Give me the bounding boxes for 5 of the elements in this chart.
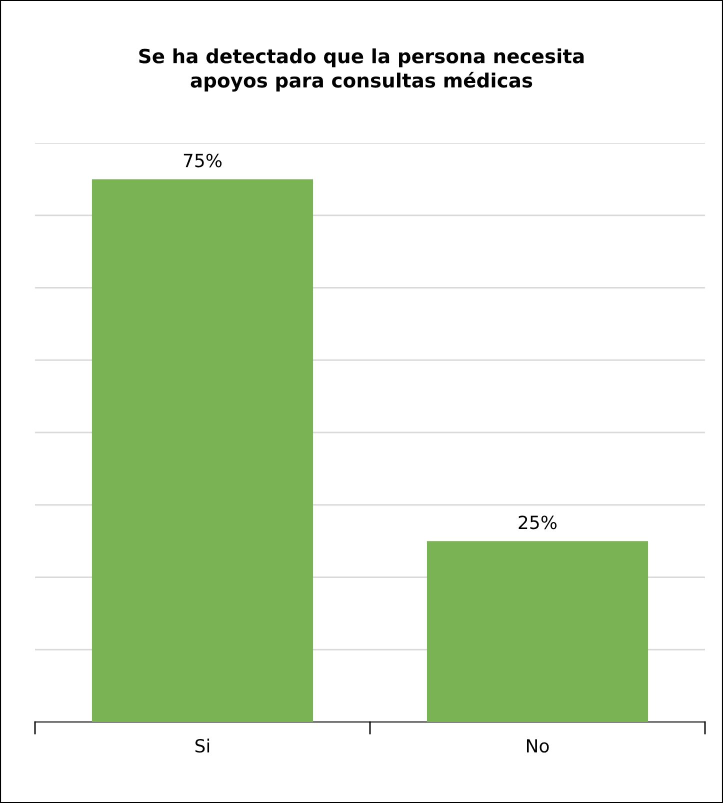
data-label: 25% [518, 516, 557, 530]
chart-title: Se ha detectado que la persona necesita apoyos para consultas médicas [139, 48, 584, 92]
x-tick-label: No [526, 739, 549, 753]
x-tick-label: Si [195, 738, 210, 753]
data-label: 75% [184, 154, 222, 168]
